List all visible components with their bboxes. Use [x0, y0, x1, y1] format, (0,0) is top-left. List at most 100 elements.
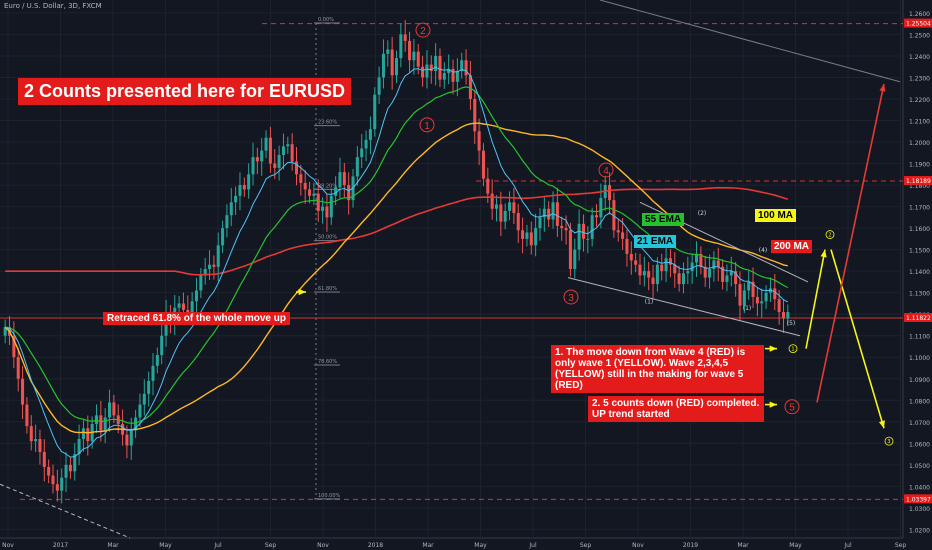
x-tick-label: Sep [265, 542, 277, 549]
candle-body [755, 296, 759, 304]
candle-body [525, 232, 529, 239]
x-tick-label: Jul [528, 542, 537, 549]
y-tick-label: 1.2000 [909, 140, 930, 147]
candle-body [464, 60, 468, 76]
candle-body [734, 271, 738, 285]
candle-body [664, 258, 668, 272]
candle-body [629, 253, 633, 261]
candle-body [364, 139, 368, 149]
ema55-tag: 55 EMA [642, 213, 685, 226]
x-tick-label: 2018 [368, 542, 383, 549]
y-tick-label: 1.0600 [909, 441, 930, 448]
candle-body [303, 182, 307, 190]
x-tick-label: 2017 [53, 542, 68, 549]
ma200-line [5, 186, 789, 276]
wave-small-label: (4) [759, 247, 768, 254]
candle-body [286, 144, 290, 147]
y-tick-label: 1.1500 [909, 248, 930, 255]
pointer-retraced-head [298, 288, 306, 296]
price-axis-panel [903, 0, 932, 550]
y-tick-label: 1.1700 [909, 205, 930, 212]
candle-body [686, 271, 690, 274]
y-tick-label: 1.2100 [909, 119, 930, 126]
candle-body [581, 223, 585, 239]
wave-red-circle [415, 22, 431, 38]
candle-body [277, 154, 281, 168]
candle-body [21, 378, 25, 405]
fib-level-label: 78.60% [318, 359, 337, 365]
candle-body [38, 439, 42, 452]
candle-body [229, 202, 233, 216]
candle-body [421, 66, 425, 78]
candle-body [312, 193, 316, 196]
candle-body [42, 451, 46, 467]
candle-body [221, 228, 225, 246]
candle-body [355, 157, 359, 177]
y-tick-label: 1.0700 [909, 420, 930, 427]
wave-red-circle [784, 399, 800, 415]
candle-body [77, 439, 81, 455]
candle-body [760, 301, 764, 304]
candle-body [434, 55, 438, 72]
fib-level-label: 23.60% [318, 120, 337, 126]
candle-body [425, 64, 429, 78]
candle-body [438, 55, 442, 80]
chart-title-banner: 2 Counts presented here for EURUSD [18, 78, 352, 105]
candle-body [655, 264, 659, 285]
candle-body [81, 428, 85, 440]
candle-body [477, 131, 481, 151]
candle-body [668, 258, 672, 265]
candle-body [490, 193, 494, 209]
y-tick-label: 1.1400 [909, 269, 930, 276]
candle-body [68, 464, 72, 472]
y-tick-label: 1.1900 [909, 162, 930, 169]
candle-body [634, 260, 638, 265]
x-tick-label: 2019 [683, 542, 698, 549]
candle-body [586, 238, 590, 240]
candle-body [377, 77, 381, 95]
candle-body [777, 299, 781, 313]
x-tick-label: May [789, 542, 802, 549]
price-label: 1.03397 [906, 496, 931, 503]
candle-body [573, 249, 577, 269]
y-tick-label: 1.2600 [909, 11, 930, 18]
candle-body [199, 275, 203, 291]
candle-body [47, 466, 51, 476]
candle-body [373, 94, 377, 130]
candle-body [529, 232, 533, 246]
candle-body [51, 475, 55, 485]
x-tick-label: Sep [895, 542, 907, 549]
candle-body [347, 185, 351, 201]
x-tick-label: Mar [737, 542, 749, 549]
candle-body [155, 355, 159, 366]
price-label-box [904, 313, 932, 323]
candle-body [408, 40, 412, 61]
candle-body [508, 202, 512, 211]
candle-body [142, 393, 146, 405]
candle-body [703, 266, 707, 278]
candle-body [268, 137, 272, 164]
yellow-arrow-up-head [820, 249, 827, 258]
candle-body [786, 312, 790, 319]
candle-body [625, 238, 629, 254]
wave-red-circle [598, 162, 614, 178]
pointer-note1-head [769, 345, 777, 352]
candle-body [555, 202, 559, 226]
wave-yellow-circle [884, 436, 894, 446]
fib-level-label: 50.00% [318, 235, 337, 241]
wave-red-label: 1 [424, 121, 430, 132]
candle-body [516, 213, 520, 231]
price-label-box [904, 494, 932, 504]
candle-body [308, 189, 312, 196]
candle-body [212, 264, 216, 267]
candle-body [255, 157, 259, 162]
retraced-note: Retraced 61.8% of the whole move up [103, 312, 290, 325]
candle-body [499, 204, 503, 222]
candle-body [642, 271, 646, 276]
fib-level-label: 0.00% [318, 17, 334, 23]
y-tick-label: 1.1800 [909, 183, 930, 190]
candle-body [621, 232, 625, 239]
candle-body [699, 253, 703, 267]
candle-body [442, 73, 446, 80]
candle-body [12, 335, 16, 358]
